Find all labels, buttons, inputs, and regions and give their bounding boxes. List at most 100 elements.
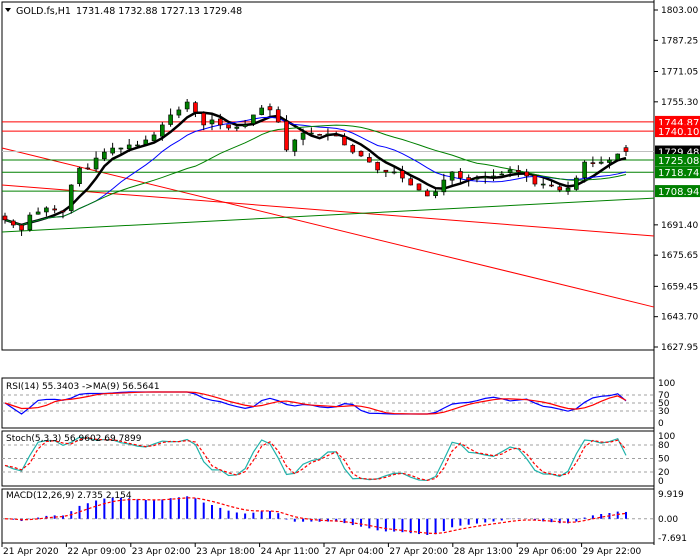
bearish-candle xyxy=(383,169,389,173)
collapse-triangle-icon[interactable] xyxy=(5,8,11,12)
stoch-tick-label: 0 xyxy=(658,477,664,487)
price-level-badge xyxy=(655,125,700,138)
bullish-candle xyxy=(35,211,41,215)
rsi-tick-label: 50 xyxy=(658,399,670,409)
bullish-candle xyxy=(582,161,587,178)
stoch-tick-label: 50 xyxy=(658,455,670,465)
rsi-tick-label: 70 xyxy=(658,391,670,401)
moving-average-line xyxy=(4,111,627,227)
stoch-label: Stoch(5,3,3) 56.9602 69.7899 xyxy=(6,434,142,444)
price-level-label: 1718.74 xyxy=(658,168,699,179)
bullish-candle xyxy=(325,133,331,136)
time-tick-label: 27 Apr 04:00 xyxy=(325,547,384,557)
stoch-d-line xyxy=(4,437,627,481)
bearish-candle xyxy=(193,102,198,113)
bearish-candle xyxy=(400,170,405,179)
stoch-k-line xyxy=(4,436,627,482)
macd-tick-label: 0.00 xyxy=(658,515,678,525)
macd-label: MACD(12,26,9) 2.735 2.154 xyxy=(6,491,132,501)
time-tick-label: 21 Apr 2020 xyxy=(3,547,59,557)
bearish-candle xyxy=(317,134,322,136)
bullish-candle xyxy=(391,171,397,174)
bearish-candle xyxy=(532,175,538,185)
stoch-tick-label: 20 xyxy=(658,468,670,478)
bullish-candle xyxy=(441,179,447,193)
bearish-candle xyxy=(424,190,430,197)
bullish-candle xyxy=(160,124,165,137)
price-tick-label: 1803.00 xyxy=(661,6,698,16)
bullish-candle xyxy=(176,109,182,116)
price-level-label: 1725.08 xyxy=(658,156,699,167)
bearish-candle xyxy=(367,157,372,163)
bearish-candle xyxy=(2,215,8,221)
rsi-tick-label: 100 xyxy=(658,379,675,389)
bearish-candle xyxy=(557,186,563,191)
bearish-candle xyxy=(466,177,471,181)
bullish-candle xyxy=(482,176,488,179)
main-panel-frame xyxy=(1,1,655,351)
bearish-candle xyxy=(333,134,339,137)
time-tick-label: 22 Apr 09:00 xyxy=(67,547,126,557)
bullish-candle xyxy=(184,101,190,110)
time-tick-label: 29 Apr 06:00 xyxy=(518,547,577,557)
bullish-candle xyxy=(234,126,240,129)
bearish-candle xyxy=(408,178,414,186)
bearish-candle xyxy=(524,171,529,177)
bullish-candle xyxy=(93,157,99,170)
bearish-candle xyxy=(275,109,281,123)
bearish-candle xyxy=(19,224,24,231)
time-tick-label: 27 Apr 20:00 xyxy=(389,547,448,557)
bullish-candle xyxy=(126,144,132,150)
bearish-candle xyxy=(350,145,356,153)
bearish-candle xyxy=(10,220,16,226)
bullish-candle xyxy=(242,124,248,127)
rsi-ma-line xyxy=(4,391,627,415)
time-tick-label: 23 Apr 18:00 xyxy=(196,547,255,557)
price-level-label: 1708.94 xyxy=(658,187,699,198)
time-tick-label: 24 Apr 11:00 xyxy=(261,547,320,557)
bullish-candle xyxy=(135,144,140,147)
trendline xyxy=(1,184,655,237)
bearish-candle xyxy=(416,183,422,191)
ohlc-label: 1731.48 1732.88 1727.13 1729.48 xyxy=(76,6,242,17)
bullish-candle xyxy=(251,114,256,124)
bullish-candle xyxy=(565,187,571,192)
symbol-label: GOLD.fs,H1 xyxy=(16,6,71,17)
price-level-label: 1729.48 xyxy=(658,148,699,159)
bullish-candle xyxy=(259,107,264,115)
bearish-candle xyxy=(549,184,554,187)
stoch-tick-label: 100 xyxy=(658,432,675,442)
price-level-badge xyxy=(655,115,700,128)
bullish-candle xyxy=(598,161,604,164)
stoch-tick-label: 80 xyxy=(658,441,670,451)
bearish-candle xyxy=(623,147,629,152)
bullish-candle xyxy=(499,173,505,176)
macd-tick-label: -7.691 xyxy=(658,534,687,544)
price-tick-label: 1771.05 xyxy=(661,68,698,78)
price-level-label: 1740.10 xyxy=(658,127,699,138)
rsi-tick-label: 30 xyxy=(658,407,670,417)
price-tick-label: 1755.30 xyxy=(661,98,698,108)
bearish-candle xyxy=(60,210,66,213)
bullish-candle xyxy=(168,114,173,125)
bearish-candle xyxy=(226,124,231,129)
time-tick-label: 29 Apr 22:00 xyxy=(583,547,642,557)
bearish-candle xyxy=(52,208,57,211)
trendline xyxy=(1,147,655,308)
bullish-candle xyxy=(607,159,612,163)
bullish-candle xyxy=(68,184,74,211)
bullish-candle xyxy=(433,191,438,196)
bullish-candle xyxy=(110,147,115,154)
bearish-candle xyxy=(284,120,289,151)
bearish-candle xyxy=(267,106,273,111)
bearish-candle xyxy=(358,150,364,157)
bullish-candle xyxy=(300,132,306,140)
price-tick-label: 1787.25 xyxy=(661,36,698,46)
bullish-candle xyxy=(209,119,215,125)
macd-signal-line xyxy=(4,497,627,535)
price-level-badge xyxy=(655,185,700,198)
price-tick-label: 1627.95 xyxy=(661,343,698,353)
price-tick-label: 1643.70 xyxy=(661,313,698,323)
bullish-candle xyxy=(151,134,157,142)
